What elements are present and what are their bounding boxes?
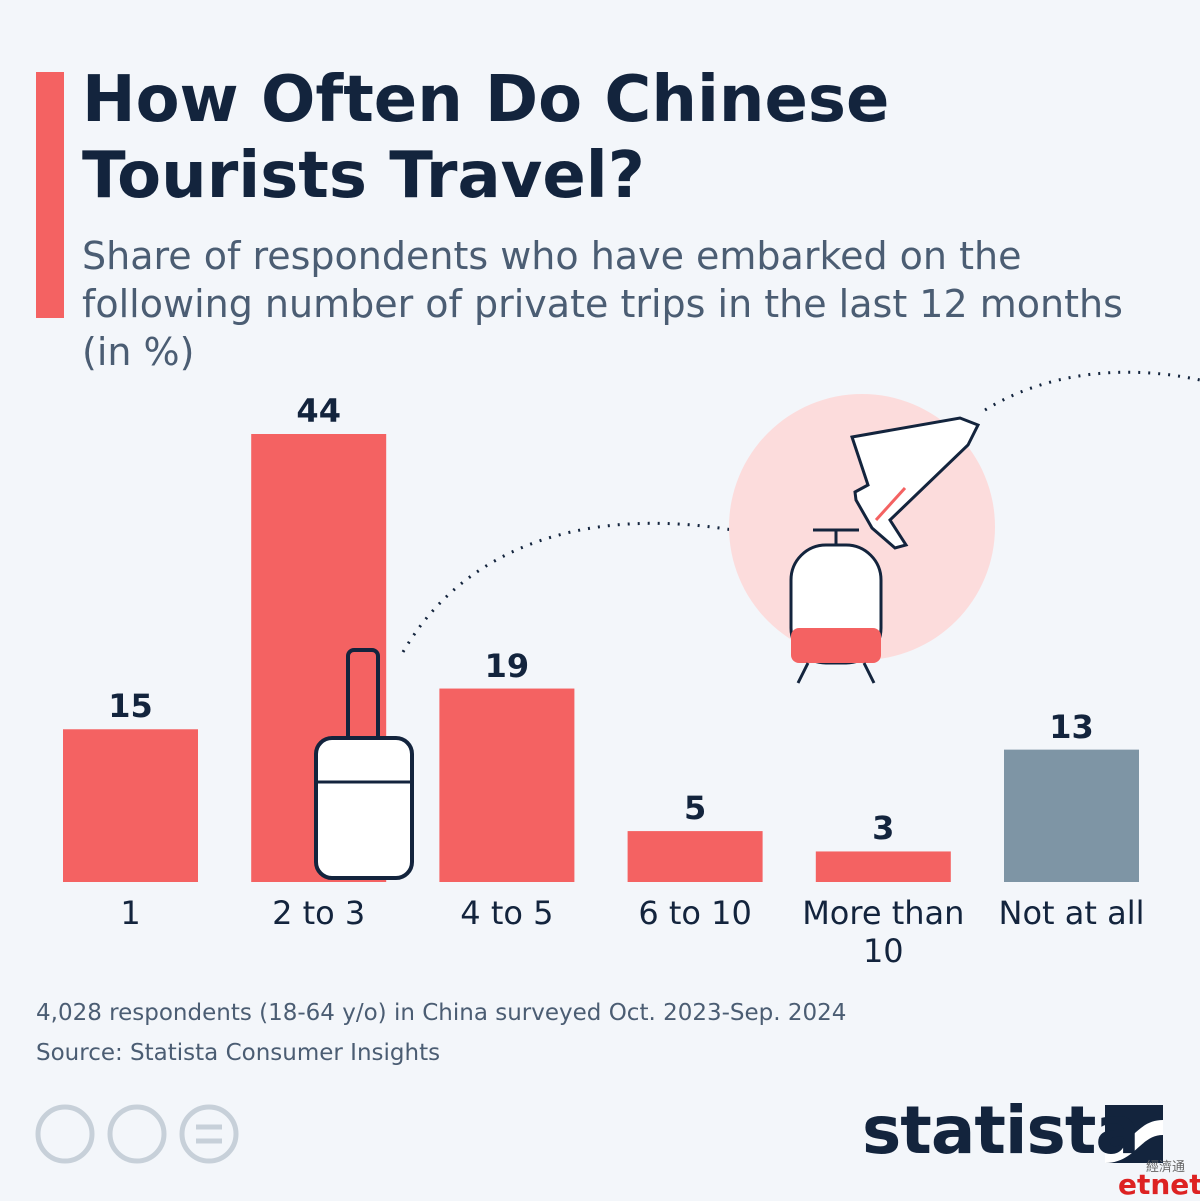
note: 4,028 respondents (18-64 y/o) in China s… [36,1000,847,1026]
x-tick-label: 4 to 5 [460,894,554,932]
source: Source: Statista Consumer Insights [36,1040,441,1066]
bar [439,688,575,882]
value-label: 44 [296,392,341,430]
value-label: 3 [872,809,895,848]
watermark: 經濟通 [1146,1160,1186,1175]
title: How Often Do Chinese Tourists Travel? [82,63,890,213]
x-tick-label: 1 [120,894,141,932]
decor [35,370,1200,1164]
bar [815,851,951,882]
watermark: etnet [1118,1168,1200,1201]
value-label: 5 [683,789,707,828]
bar [63,729,198,882]
x-tick-label: 6 to 10 [638,894,752,932]
subtitle: Share of respondents who have embarked o… [82,234,1123,374]
x-tick-label: Not at all [998,894,1145,932]
x-tick-label: More than 10 [802,894,965,970]
accent-bar [36,72,64,318]
logo: statista [862,1092,1140,1169]
value-label: 15 [108,687,153,726]
bar [627,831,763,882]
value-label: 19 [484,646,530,685]
x-tick-label: 2 to 3 [272,894,366,932]
bar [1004,749,1139,882]
value-label: 13 [1049,707,1094,746]
